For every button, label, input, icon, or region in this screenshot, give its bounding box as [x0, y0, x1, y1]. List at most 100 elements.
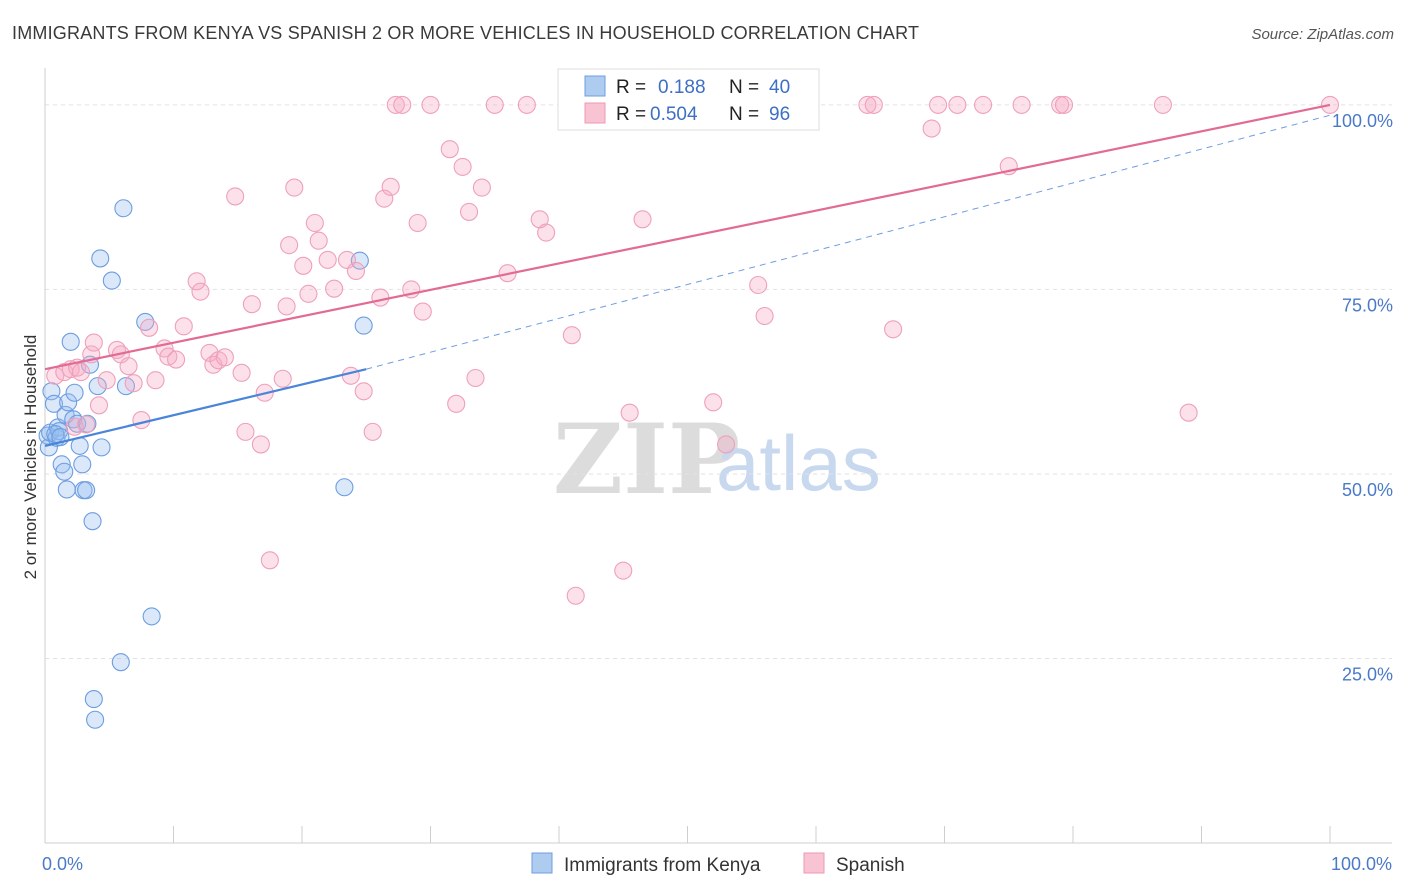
spanish-point-88 — [1012, 95, 1031, 114]
watermark-atlas: atlas — [716, 419, 881, 507]
series-legend-label-spanish: Spanish — [836, 855, 905, 876]
y-tick-label-0: 25.0% — [1342, 664, 1393, 684]
spanish-point-70 — [562, 326, 581, 345]
kenya-point-11 — [57, 480, 76, 499]
series-legend-swatch-spanish — [803, 852, 825, 874]
spanish-point-9 — [89, 396, 109, 415]
spanish-point-28 — [226, 187, 245, 206]
kenya-point-15 — [65, 383, 84, 402]
stats-legend-n-label-kenya: N = — [729, 77, 759, 98]
spanish-point-56 — [408, 213, 427, 233]
spanish-point-59 — [440, 140, 459, 159]
spanish-point-80 — [749, 275, 768, 295]
spanish-point-27 — [215, 348, 234, 367]
stats-legend-n-kenya: 40 — [769, 77, 790, 98]
spanish-point-62 — [459, 202, 479, 221]
spanish-point-60 — [447, 394, 466, 413]
spanish-point-61 — [453, 157, 472, 176]
spanish-point-94 — [864, 95, 883, 114]
kenya-point-31 — [114, 199, 133, 218]
spanish-point-75 — [633, 210, 652, 229]
y-tick-label-3: 100.0% — [1332, 111, 1393, 131]
watermark-zip: ZIP — [553, 403, 740, 516]
kenya-point-29 — [102, 271, 121, 290]
spanish-point-30 — [236, 422, 255, 441]
y-tick-label-1: 50.0% — [1342, 480, 1393, 500]
spanish-point-38 — [285, 178, 304, 197]
spanish-point-86 — [973, 95, 993, 114]
spanish-point-8 — [84, 333, 103, 352]
stats-legend-r-kenya: 0.188 — [658, 77, 706, 98]
spanish-point-51 — [375, 189, 394, 208]
kenya-trend-line — [44, 368, 367, 447]
spanish-point-71 — [566, 586, 585, 605]
spanish-point-84 — [922, 119, 941, 138]
series-legend-label-kenya: Immigrants from Kenya — [564, 855, 761, 876]
x-tick-label-max: 100.0% — [1331, 854, 1392, 874]
stats-legend-n-spanish: 96 — [769, 104, 790, 125]
spanish-point-14 — [124, 374, 143, 393]
spanish-point-31 — [242, 295, 261, 314]
series-legend-swatch-kenya — [531, 852, 553, 874]
kenya-point-27 — [91, 249, 110, 268]
stats-legend-r-label-spanish: R = — [616, 104, 646, 125]
spanish-point-92 — [1179, 403, 1198, 422]
spanish-point-22 — [187, 272, 206, 291]
spanish-point-23 — [191, 282, 210, 301]
y-tick-label-2: 75.0% — [1342, 295, 1393, 315]
stats-legend: R = 0.188 N = 40 R = 0.504 N = 96 — [557, 68, 820, 131]
spanish-point-89 — [1051, 95, 1070, 114]
spanish-point-90 — [1054, 95, 1074, 114]
spanish-point-5 — [71, 363, 91, 382]
stats-legend-swatch-kenya — [584, 75, 606, 97]
spanish-point-20 — [167, 350, 186, 369]
spanish-point-65 — [485, 95, 504, 114]
series-legend: Immigrants from Kenya Spanish — [531, 852, 905, 876]
trend-lines — [44, 103, 1331, 447]
spanish-point-82 — [858, 95, 877, 114]
spanish-point-53 — [386, 95, 405, 114]
spanish-point-44 — [325, 279, 344, 298]
spanish-point-63 — [466, 368, 485, 388]
stats-legend-n-label-spanish: N = — [729, 104, 759, 125]
spanish-point-52 — [381, 177, 400, 196]
stats-legend-r-spanish: 0.504 — [650, 104, 698, 125]
spanish-point-91 — [1153, 95, 1172, 114]
spanish-point-81 — [755, 306, 774, 326]
spanish-point-42 — [309, 231, 328, 250]
spanish-point-13 — [119, 357, 138, 376]
kenya-point-12 — [59, 393, 78, 412]
kenya-point-37 — [354, 316, 373, 335]
spanish-point-29 — [232, 363, 251, 382]
stats-legend-swatch-spanish — [584, 102, 606, 124]
spanish-point-15 — [132, 411, 151, 430]
watermark: ZIP atlas — [553, 403, 881, 516]
kenya-point-4 — [44, 394, 64, 413]
spanish-point-74 — [620, 403, 639, 422]
spanish-point-32 — [251, 435, 270, 454]
spanish-point-34 — [260, 551, 279, 570]
kenya-trend-extension — [366, 114, 1331, 370]
spanish-point-78 — [716, 435, 736, 454]
kenya-point-13 — [61, 332, 80, 351]
spanish-point-41 — [305, 213, 324, 233]
spanish-point-46 — [341, 366, 360, 385]
spanish-point-64 — [472, 178, 491, 197]
kenya-point-23 — [83, 512, 102, 531]
spanish-point-58 — [421, 95, 440, 114]
spanish-point-16 — [140, 318, 159, 337]
kenya-point-30 — [111, 653, 130, 672]
spanish-point-40 — [299, 284, 318, 303]
spanish-point-35 — [273, 369, 292, 388]
kenya-point-25 — [86, 710, 105, 729]
spanish-point-77 — [704, 393, 723, 412]
spanish-point-69 — [537, 223, 556, 242]
spanish-point-10 — [97, 371, 116, 390]
chart-source: Source: ZipAtlas.com — [1251, 26, 1394, 43]
spanish-point-21 — [174, 317, 193, 336]
spanish-point-17 — [146, 371, 165, 390]
kenya-point-34 — [142, 607, 161, 626]
spanish-point-6 — [77, 415, 96, 434]
y-tick-labels: 25.0% 50.0% 75.0% 100.0% — [1332, 111, 1393, 685]
